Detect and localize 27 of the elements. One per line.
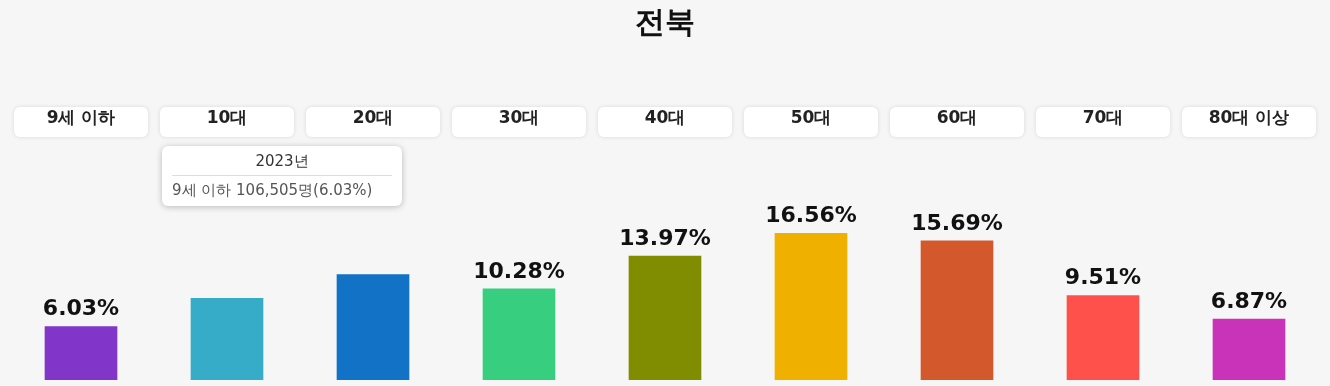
data-label: 9.51% xyxy=(1064,264,1142,290)
data-label: 6.87% xyxy=(1210,287,1288,313)
data-label: 6.03% xyxy=(42,295,120,321)
x-tick-label: 10대 xyxy=(206,106,248,127)
x-tick-label: 30대 xyxy=(498,106,540,127)
bar xyxy=(920,240,994,380)
x-tick-label: 9세 이하 xyxy=(46,106,116,127)
chart-title: 전북 xyxy=(635,3,695,39)
bar xyxy=(336,274,410,380)
bar xyxy=(1066,295,1140,380)
bar xyxy=(190,298,264,380)
data-label: 10.28% xyxy=(473,257,565,283)
data-label: 15.69% xyxy=(911,209,1003,235)
bar xyxy=(482,288,556,380)
x-tick-label: 40대 xyxy=(644,106,686,127)
tooltip: 2023년 9세 이하 106,505명(6.03%) xyxy=(162,146,402,206)
bar xyxy=(774,232,848,380)
x-tick-label: 70대 xyxy=(1082,106,1124,127)
x-tick-label: 80대 이상 xyxy=(1208,106,1290,127)
x-tick-label: 60대 xyxy=(936,106,978,127)
bar xyxy=(1212,318,1286,380)
x-tick-label: 50대 xyxy=(790,106,832,127)
bar xyxy=(628,255,702,380)
data-label: 16.56% xyxy=(765,201,857,227)
data-label: 13.97% xyxy=(619,224,711,250)
bar xyxy=(44,326,118,380)
x-tick-label: 20대 xyxy=(352,106,394,127)
